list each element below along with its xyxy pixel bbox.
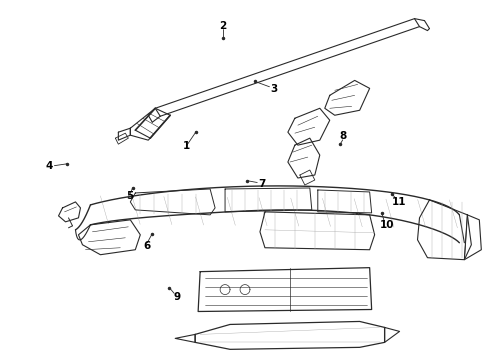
Text: 11: 11: [392, 197, 406, 207]
Text: 9: 9: [173, 292, 180, 302]
Text: 5: 5: [126, 191, 134, 201]
Text: 3: 3: [270, 84, 278, 94]
Text: 4: 4: [46, 161, 53, 171]
Text: 10: 10: [379, 220, 394, 230]
Text: 2: 2: [220, 21, 227, 31]
Text: 6: 6: [144, 241, 151, 251]
Text: 8: 8: [339, 131, 346, 141]
Text: 7: 7: [258, 179, 266, 189]
Text: 1: 1: [183, 141, 190, 151]
